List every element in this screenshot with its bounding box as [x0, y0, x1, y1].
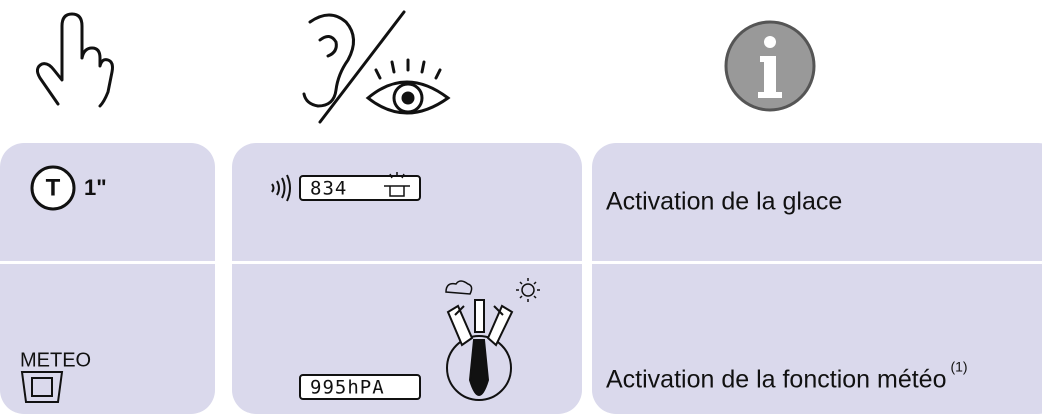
lcd-time: 834 [310, 178, 347, 200]
meteo-label: METEO [20, 349, 91, 371]
ear-eye-icon [302, 10, 451, 124]
info-text: Activation de la glace [606, 188, 842, 216]
row-divider [0, 261, 1042, 264]
meteo-button [20, 371, 64, 403]
press-duration: 1" [84, 175, 107, 200]
sound-icon [271, 174, 291, 202]
footnote-ref: (1) [950, 359, 967, 375]
hand-icon [35, 12, 114, 108]
lcd-pressure: 995hPA [310, 377, 385, 399]
knob-icon [445, 278, 540, 401]
t-button-label: T [46, 174, 61, 201]
info-column [592, 143, 1042, 414]
action-column [0, 143, 215, 414]
info-icon [724, 20, 816, 112]
ice-glyph [384, 172, 410, 197]
t-button [30, 165, 76, 211]
lcd-frame [299, 374, 421, 400]
info-text: Activation de la fonction météo [606, 366, 946, 394]
